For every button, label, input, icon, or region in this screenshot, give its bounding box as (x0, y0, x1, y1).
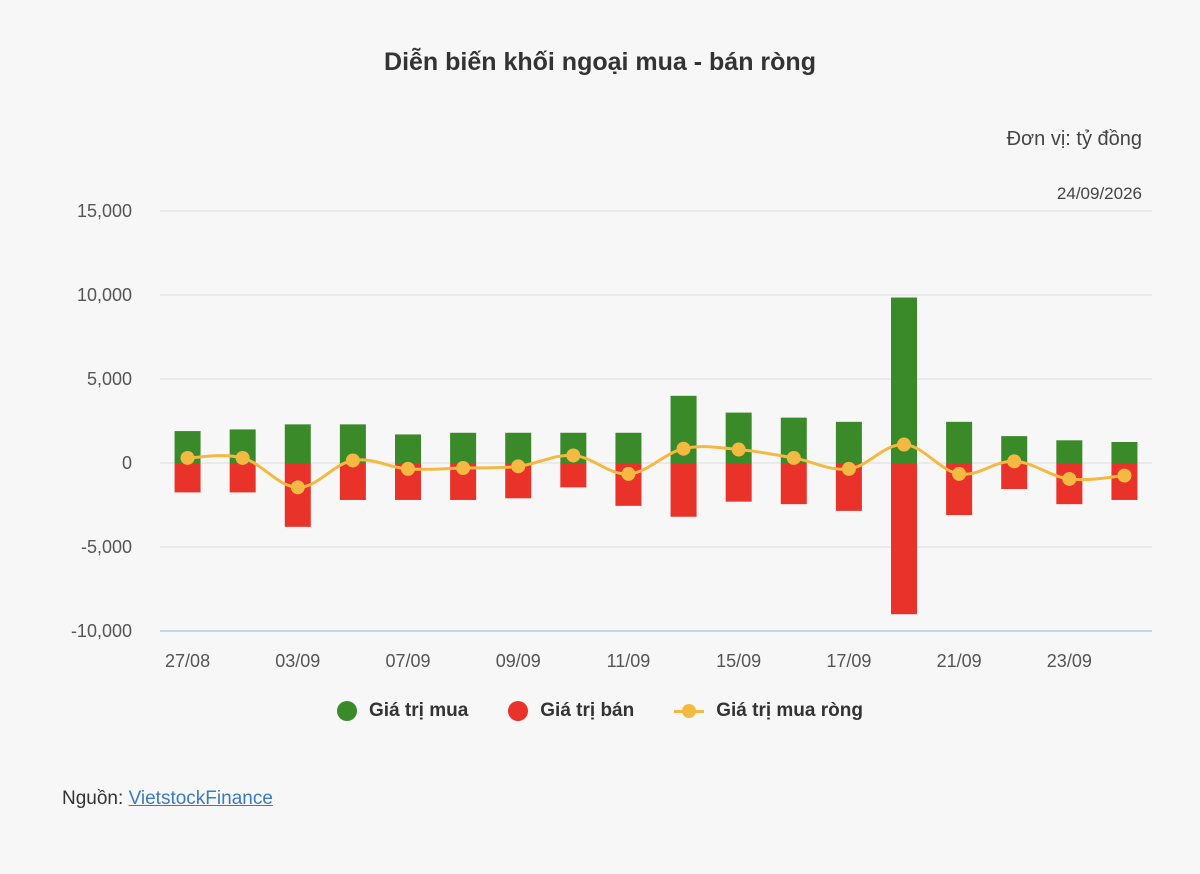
sell-bar (229, 463, 256, 493)
net-point (235, 450, 250, 465)
sell-bar (891, 463, 917, 615)
source-label: Nguồn: (62, 788, 124, 809)
net-point (676, 441, 691, 456)
grid-lines (160, 210, 1152, 632)
x-tick-label: 21/09 (937, 651, 982, 671)
y-tick-label: 10,000 (77, 285, 132, 305)
sell-bar (780, 463, 807, 505)
y-tick-label: -10,000 (71, 621, 132, 641)
legend-item-sell[interactable]: Giá trị bán (508, 700, 634, 722)
y-tick-label: -5,000 (81, 537, 132, 557)
buy-bar (505, 432, 532, 463)
chart-title: Diễn biến khối ngoại mua - bán ròng (384, 48, 816, 76)
net-point (511, 459, 526, 474)
net-point (1117, 468, 1132, 483)
legend-label-net: Giá trị mua ròng (716, 700, 863, 721)
net-point (952, 466, 967, 481)
buy-bar (284, 424, 311, 463)
x-tick-label: 15/09 (716, 651, 761, 671)
x-tick-label: 27/08 (165, 651, 210, 671)
net-point (290, 480, 305, 495)
legend-label-buy: Giá trị mua (369, 700, 469, 721)
net-point (731, 442, 746, 457)
buy-bar (450, 432, 477, 463)
net-point (401, 461, 415, 476)
net-line-group (180, 437, 1132, 495)
sell-legend-dot-icon (508, 701, 529, 721)
buy-bar (395, 434, 421, 463)
unit-label: Đơn vị: tỷ đồng (1006, 128, 1142, 150)
net-point (1007, 454, 1022, 469)
x-tick-label: 03/09 (275, 651, 320, 671)
y-axis-ticks: 15,000 10,000 5,000 0 -5,000 -10,000 (71, 201, 132, 641)
date-label: 24/09/2026 (1056, 184, 1142, 203)
net-line (187, 443, 1125, 489)
buy-bar (1111, 442, 1138, 463)
y-tick-label: 15,000 (77, 201, 132, 221)
sell-bar (174, 463, 201, 493)
buy-bar (615, 432, 642, 463)
sell-bar (284, 463, 311, 527)
sell-bar (339, 463, 366, 500)
sell-bar (560, 463, 587, 488)
buy-bar (891, 297, 917, 463)
x-tick-label: 11/09 (607, 651, 651, 671)
legend-label-sell: Giá trị bán (540, 700, 635, 721)
buy-bar (946, 421, 973, 463)
bars-group (174, 297, 1138, 615)
buy-bar (835, 421, 862, 463)
net-point (180, 450, 195, 465)
x-tick-label: 09/09 (496, 651, 541, 671)
y-tick-label: 0 (122, 453, 132, 473)
net-point (456, 461, 471, 476)
net-point (786, 450, 801, 465)
net-point (566, 448, 581, 463)
sell-bar (725, 463, 752, 502)
source-link[interactable]: VietstockFinance (128, 788, 273, 809)
y-tick-label: 5,000 (87, 369, 132, 389)
net-point (345, 453, 360, 468)
net-point (1062, 471, 1077, 486)
legend-item-buy[interactable]: Giá trị mua (337, 700, 468, 722)
net-point (621, 466, 636, 481)
buy-legend-dot-icon (337, 701, 358, 721)
sell-bar (670, 463, 697, 517)
net-legend-line-icon (674, 704, 705, 718)
x-tick-label: 17/09 (826, 651, 871, 671)
net-point (897, 437, 911, 452)
legend: Giá trị mua Giá trị bán Giá trị mua ròng (0, 700, 1200, 722)
x-tick-label: 23/09 (1047, 651, 1092, 671)
buy-bar (1056, 440, 1083, 463)
x-tick-label: 07/09 (385, 651, 430, 671)
legend-item-net[interactable]: Giá trị mua ròng (674, 700, 863, 722)
net-point (841, 461, 856, 476)
source-note: Nguồn: VietstockFinance (62, 788, 273, 810)
x-axis-ticks: 27/08 03/09 07/09 09/09 11/09 15/09 17/09 21/09… (165, 651, 1092, 671)
